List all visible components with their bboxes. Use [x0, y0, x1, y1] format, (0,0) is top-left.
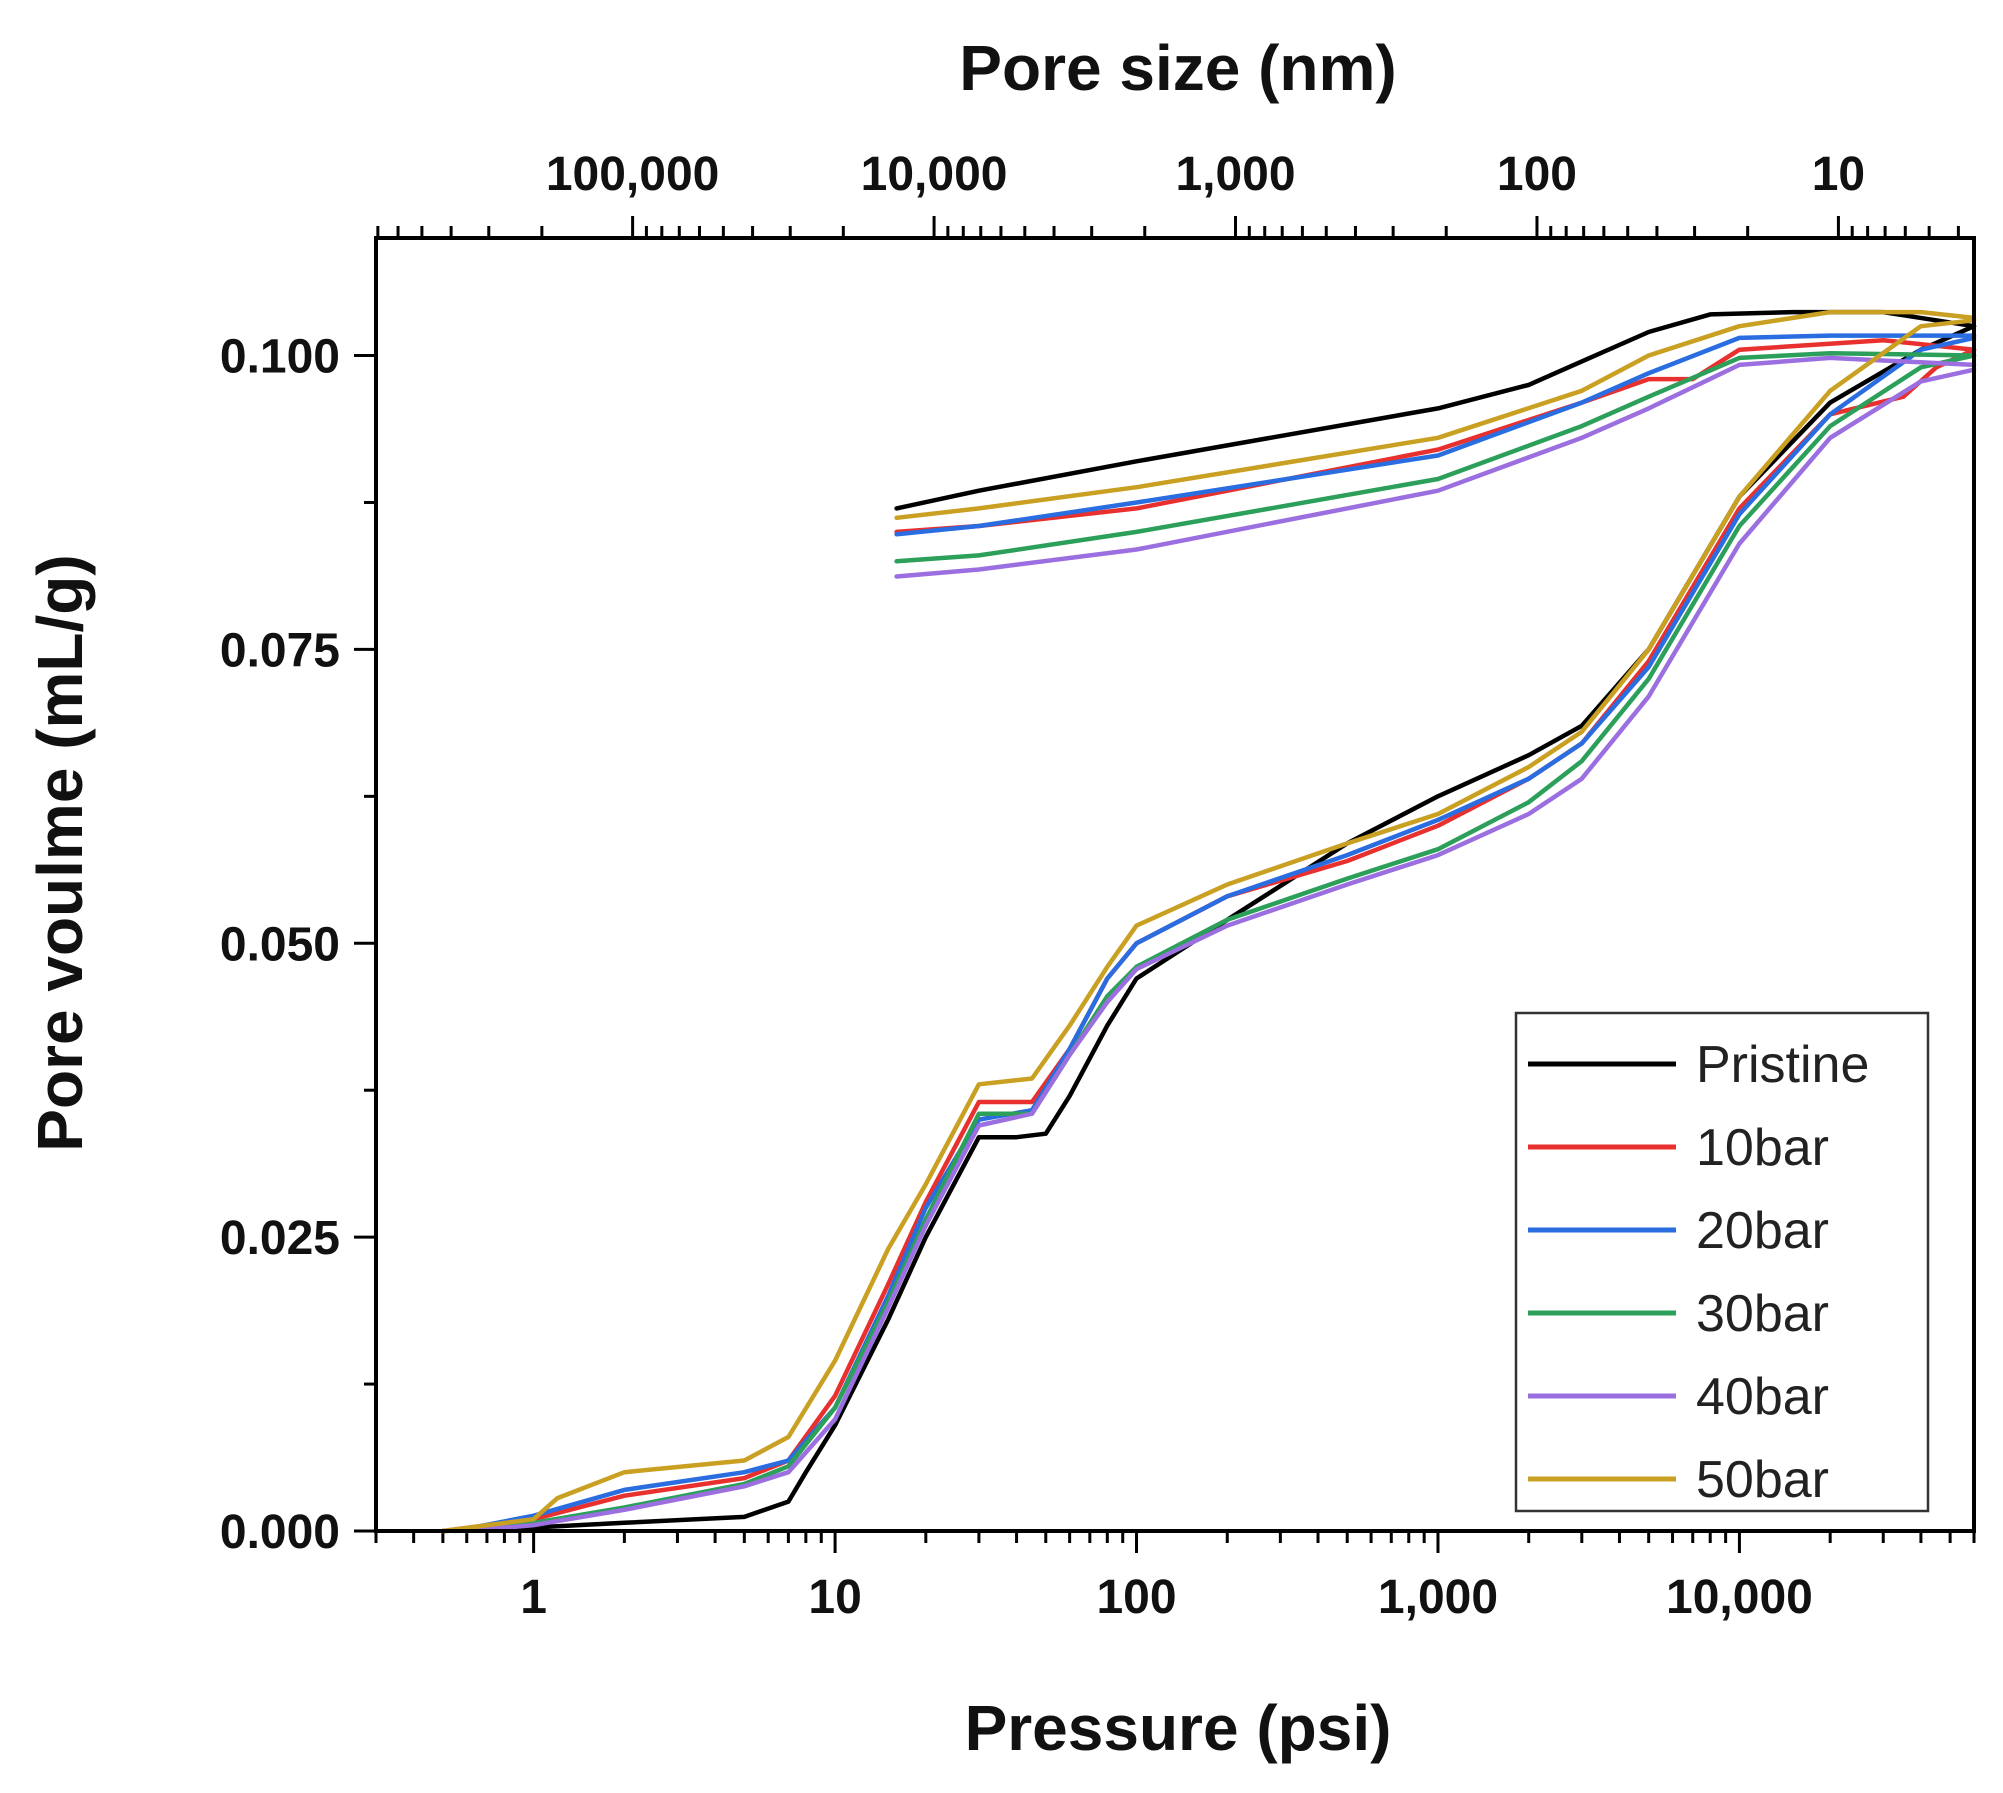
x-axis-title: Pressure (psi) — [965, 1692, 1392, 1764]
series-line-20bar-extrusion — [894, 333, 1977, 537]
legend-box — [1514, 1011, 1930, 1513]
legend: Pristine 10bar 20bar 30bar 40bar 50bar — [1514, 1011, 1930, 1513]
legend-label-40bar: 40bar — [1696, 1368, 1829, 1426]
legend-label-pristine: Pristine — [1696, 1036, 1869, 1094]
x-tick-label: 1,000 — [1378, 1571, 1498, 1624]
x2-tick-label: 100,000 — [546, 148, 720, 201]
y-tick-label: 0.100 — [220, 331, 340, 384]
x2-tick-label: 10,000 — [861, 148, 1008, 201]
x2-tick-label: 100 — [1497, 148, 1577, 201]
y-tick-label: 0.050 — [220, 918, 340, 971]
tick-labels: 1 10 100 1,000 10,000 100,000 10,000 1,000 100 10… — [220, 148, 1865, 1624]
x2-axis-title: Pore size (nm) — [959, 32, 1396, 104]
series-line-20bar-intrusion — [453, 335, 1977, 1534]
series-line-50bar-intrusion — [440, 318, 1977, 1534]
series-line-50bar-extrusion — [894, 309, 1977, 521]
x-tick-label: 10 — [808, 1571, 861, 1624]
x-tick-label: 10,000 — [1666, 1571, 1813, 1624]
plot-frame — [374, 236, 1976, 1533]
series-line-40bar-extrusion — [894, 355, 1977, 579]
x-tick-label: 100 — [1096, 1571, 1176, 1624]
legend-label-50bar: 50bar — [1696, 1451, 1829, 1509]
y-tick-label: 0.000 — [220, 1506, 340, 1559]
series-line-40bar-intrusion — [464, 367, 1977, 1534]
y-tick-label: 0.075 — [220, 624, 340, 677]
series-line-10bar-extrusion — [894, 338, 1977, 535]
y-axis-title: Pore voulme (mL/g) — [24, 554, 96, 1151]
legend-label-30bar: 30bar — [1696, 1285, 1829, 1343]
x2-tick-label: 1,000 — [1175, 148, 1295, 201]
x2-tick-label: 10 — [1812, 148, 1865, 201]
y-tick-label: 0.025 — [220, 1212, 340, 1265]
series-line-30bar-intrusion — [464, 353, 1977, 1534]
legend-label-20bar: 20bar — [1696, 1202, 1829, 1260]
series-layer — [440, 309, 1977, 1534]
legend-label-10bar: 10bar — [1696, 1119, 1829, 1177]
x-tick-label: 1 — [520, 1571, 547, 1624]
series-line-30bar-extrusion — [894, 350, 1977, 564]
